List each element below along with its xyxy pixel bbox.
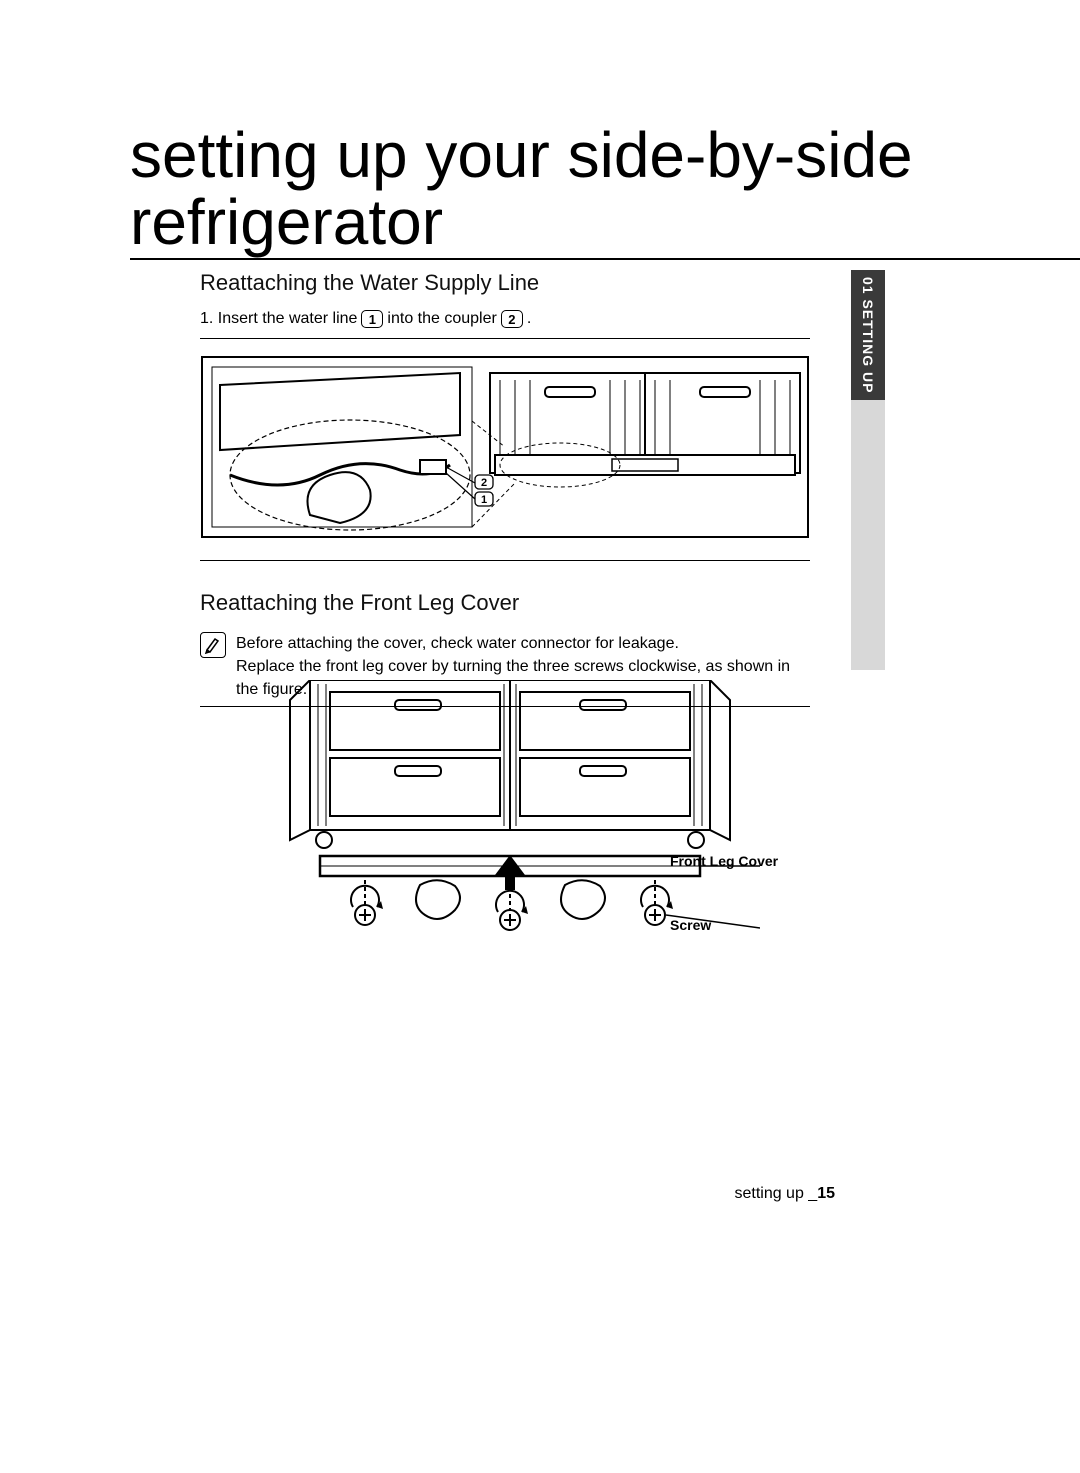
step-text-c: . [527, 310, 531, 328]
side-tab-tail [851, 400, 885, 670]
fig1-callout-1: 1 [481, 494, 487, 506]
note-icon [200, 632, 226, 658]
side-tab-label: 01 SETTING UP [860, 277, 876, 393]
figure-leg-cover [260, 680, 760, 940]
step-text-b: into the coupler [387, 310, 496, 328]
side-tab: 01 SETTING UP [851, 270, 885, 400]
section1-heading: Reattaching the Water Supply Line [200, 270, 810, 296]
fig1-callout-2: 2 [481, 477, 487, 489]
label-screw: Screw [670, 917, 711, 933]
note-line-1: Before attaching the cover, check water … [236, 632, 810, 655]
label-front-leg-cover: Front Leg Cover [670, 853, 778, 869]
rule [200, 560, 810, 561]
section-water-supply: Reattaching the Water Supply Line 1. Ins… [200, 270, 810, 339]
page-footer: setting up _15 [734, 1185, 835, 1203]
footer-page-number: 15 [817, 1185, 835, 1202]
step-text-a: 1. Insert the water line [200, 310, 357, 328]
page: 01 SETTING UP setting up your side-by-si… [0, 0, 1080, 1473]
figure-water-line: 2 1 [200, 350, 810, 560]
section1-step: 1. Insert the water line 1 into the coup… [200, 310, 810, 328]
section2-heading: Reattaching the Front Leg Cover [200, 590, 810, 616]
footer-label: setting up _ [734, 1185, 817, 1202]
rule [200, 338, 810, 339]
callout-number-2-icon: 2 [501, 310, 523, 328]
callout-number-1-icon: 1 [361, 310, 383, 328]
page-title: setting up your side-by-side refrigerato… [130, 122, 1080, 260]
